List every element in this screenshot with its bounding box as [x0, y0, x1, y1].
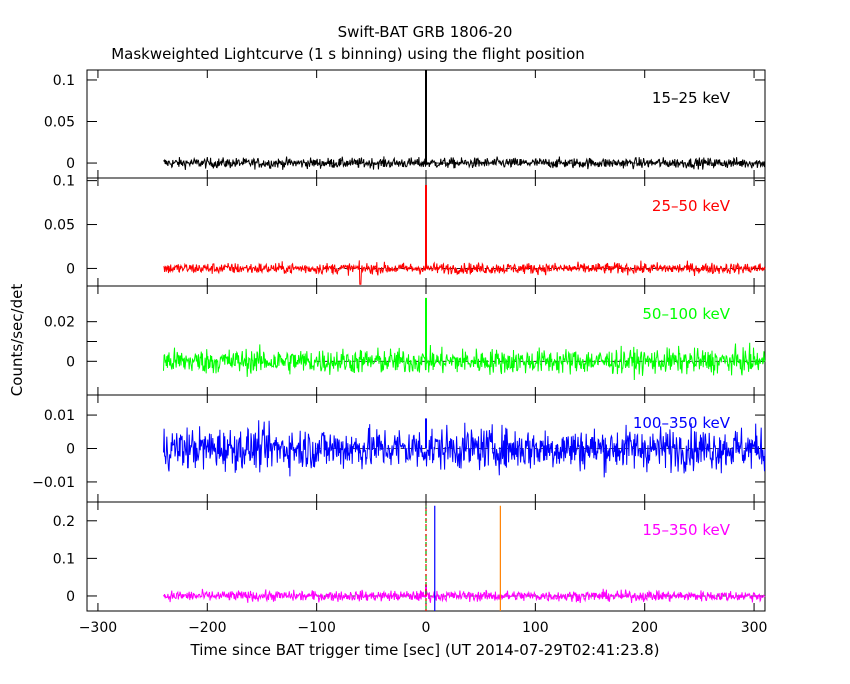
y-tick-label: 0.02 [44, 315, 75, 331]
chart-subtitle: Maskweighted Lightcurve (1 s binning) us… [111, 45, 585, 63]
series-line [163, 588, 766, 604]
y-tick-label: 0.1 [53, 73, 75, 89]
y-tick-label: 0 [66, 354, 75, 370]
x-tick-label: 100 [522, 620, 549, 636]
series-line [163, 260, 766, 285]
x-tick-label: −200 [188, 620, 226, 636]
y-tick-label: 0.05 [44, 115, 75, 131]
x-tick-label: 0 [422, 620, 431, 636]
energy-band-label: 15–350 keV [642, 521, 730, 539]
y-tick-label: 0 [66, 156, 75, 172]
y-tick-label: 0.2 [53, 514, 75, 530]
y-tick-label: 0 [66, 589, 75, 605]
chart-title: Swift-BAT GRB 1806-20 [338, 23, 513, 41]
x-tick-label: 200 [631, 620, 658, 636]
series-line [163, 156, 766, 170]
y-axis-label: Counts/sec/det [8, 284, 26, 397]
energy-band-label: 50–100 keV [642, 305, 730, 323]
y-tick-label: 0.1 [53, 174, 75, 190]
y-tick-label: 0.05 [44, 218, 75, 234]
energy-band-label: 15–25 keV [652, 89, 731, 107]
x-tick-label: −300 [79, 620, 117, 636]
y-tick-label: 0 [66, 261, 75, 277]
series-line [163, 342, 766, 381]
y-tick-label: 0 [66, 442, 75, 458]
x-tick-label: 300 [741, 620, 768, 636]
energy-band-label: 25–50 keV [652, 197, 731, 215]
energy-band-label: 100–350 keV [633, 414, 731, 432]
y-tick-label: 0.1 [53, 551, 75, 567]
y-tick-label: −0.01 [32, 475, 75, 491]
x-axis-label: Time since BAT trigger time [sec] (UT 20… [190, 641, 660, 659]
series-line [163, 420, 766, 478]
y-tick-label: 0.01 [44, 408, 75, 424]
x-tick-label: −100 [297, 620, 335, 636]
